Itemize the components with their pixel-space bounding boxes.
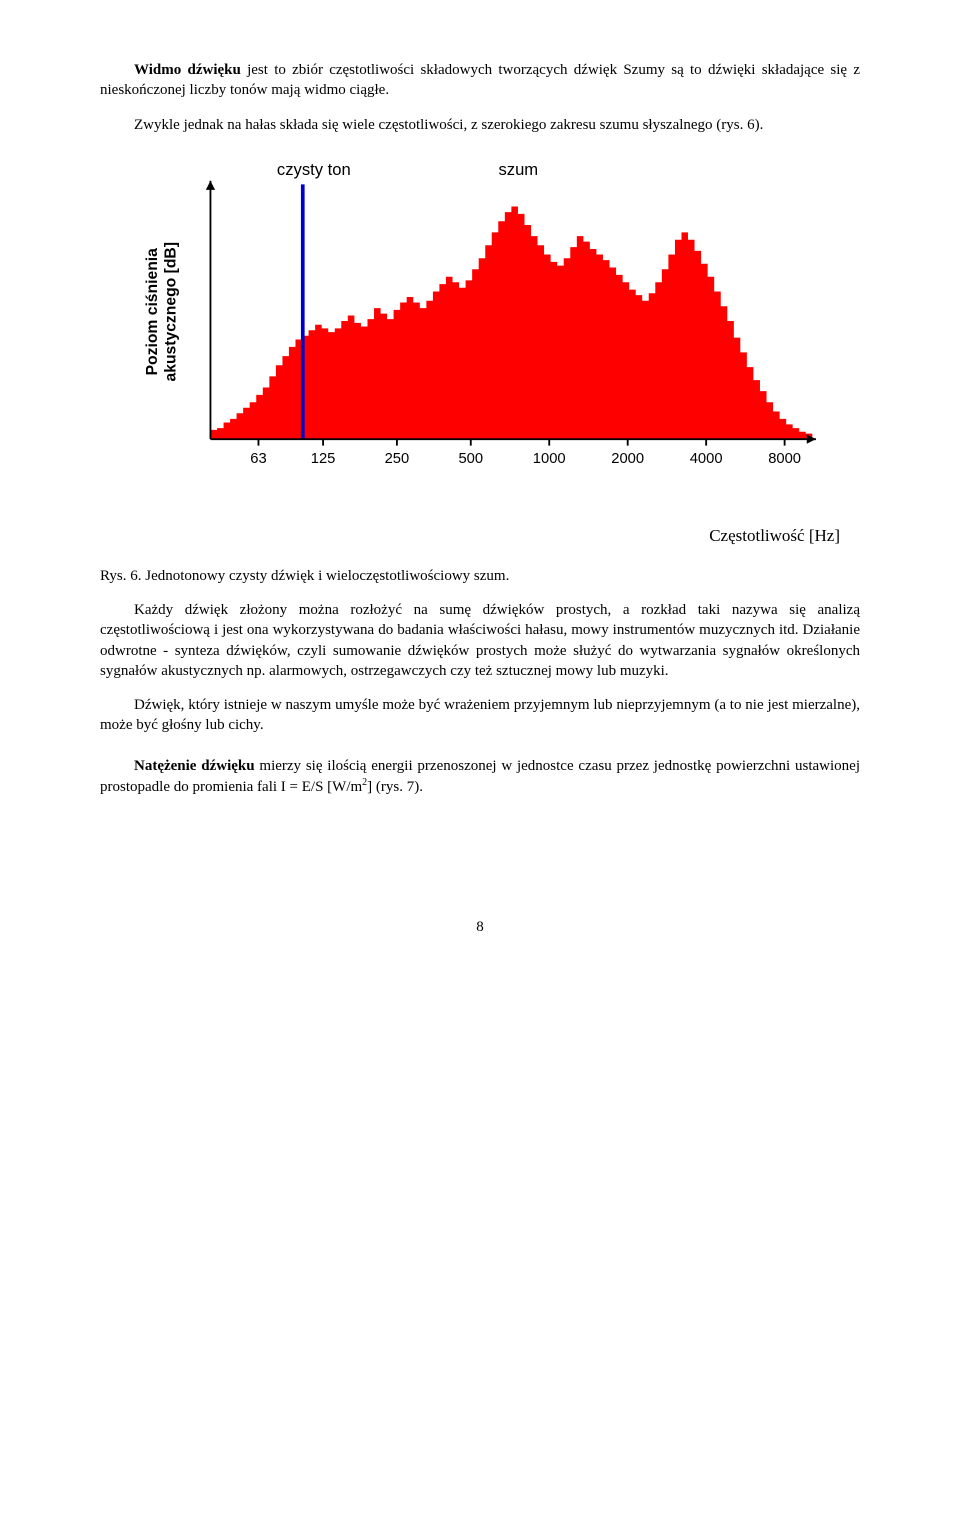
figure-caption: Rys. 6. Jednotonowy czysty dźwięk i wiel… <box>100 566 860 586</box>
svg-text:63: 63 <box>250 451 266 467</box>
svg-text:8000: 8000 <box>768 451 801 467</box>
paragraph-2: Zwykle jednak na hałas składa się wiele … <box>100 115 860 135</box>
svg-text:akustycznego [dB]: akustycznego [dB] <box>162 242 179 381</box>
chart-svg: 63 125 250 500 1000 2000 4000 8000 czysty ton szu… <box>100 153 860 513</box>
svg-text:4000: 4000 <box>690 451 723 467</box>
svg-text:125: 125 <box>311 451 336 467</box>
p1-bold: Widmo dźwięku <box>134 62 241 78</box>
p3-text: Każdy dźwięk złożony można rozłożyć na s… <box>100 602 860 679</box>
paragraph-3: Każdy dźwięk złożony można rozłożyć na s… <box>100 600 860 681</box>
svg-text:szum: szum <box>498 160 538 179</box>
svg-text:500: 500 <box>458 451 483 467</box>
svg-text:czysty ton: czysty ton <box>277 160 351 179</box>
spectrum-chart: 63 125 250 500 1000 2000 4000 8000 czysty ton szu… <box>100 153 860 548</box>
p5-tail: ] (rys. 7). <box>367 779 423 795</box>
svg-text:2000: 2000 <box>611 451 644 467</box>
paragraph-4: Dźwięk, który istnieje w naszym umyśle m… <box>100 695 860 736</box>
svg-text:Poziom ciśnienia: Poziom ciśnienia <box>144 248 161 376</box>
page-number: 8 <box>100 917 860 937</box>
p4-text: Dźwięk, który istnieje w naszym umyśle m… <box>100 697 860 733</box>
svg-text:250: 250 <box>385 451 410 467</box>
p2-text: Zwykle jednak na hałas składa się wiele … <box>134 117 763 133</box>
svg-text:1000: 1000 <box>533 451 566 467</box>
p5-bold: Natężenie dźwięku <box>134 758 255 774</box>
paragraph-1: Widmo dźwięku jest to zbiór częstotliwoś… <box>100 60 860 101</box>
chart-xlabel: Częstotliwość [Hz] <box>100 525 860 548</box>
paragraph-5: Natężenie dźwięku mierzy się ilością ene… <box>100 756 860 798</box>
